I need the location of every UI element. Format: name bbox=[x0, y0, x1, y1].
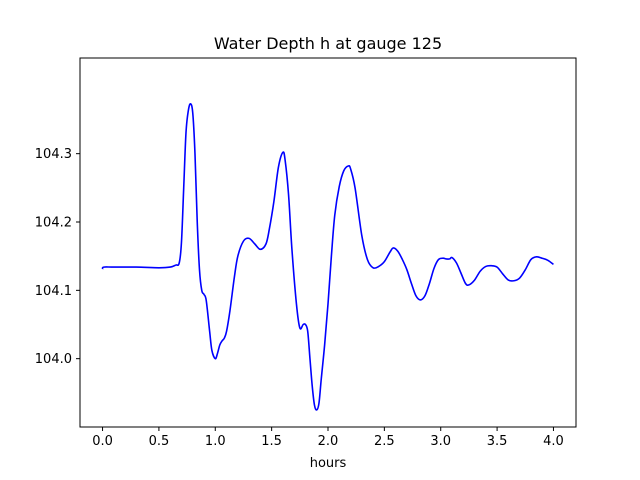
plot-area bbox=[101, 102, 554, 411]
x-tick-label: 0.5 bbox=[149, 434, 170, 449]
y-tick-label: 104.0 bbox=[35, 352, 72, 367]
plot-frame bbox=[79, 57, 577, 428]
y-tick-label: 104.1 bbox=[35, 284, 72, 299]
x-tick-label: 1.0 bbox=[205, 434, 226, 449]
x-tick-label: 3.5 bbox=[487, 434, 508, 449]
x-axis: 0.0 0.5 1.0 1.5 2.0 2.5 3.0 3.5 4.0 bbox=[92, 427, 564, 449]
y-tick-label: 104.2 bbox=[35, 216, 72, 231]
x-tick-label: 3.0 bbox=[430, 434, 451, 449]
y-tick-label: 104.3 bbox=[35, 147, 72, 162]
x-tick-label: 1.5 bbox=[261, 434, 282, 449]
x-tick-label: 4.0 bbox=[543, 434, 564, 449]
chart-title: Water Depth h at gauge 125 bbox=[214, 34, 442, 53]
x-tick-label: 2.0 bbox=[318, 434, 339, 449]
y-axis: 104.0 104.1 104.2 104.3 bbox=[35, 147, 80, 367]
x-tick-label: 0.0 bbox=[92, 434, 113, 449]
x-axis-label: hours bbox=[310, 456, 347, 471]
x-tick-label: 2.5 bbox=[374, 434, 395, 449]
series-line-0 bbox=[101, 102, 554, 411]
